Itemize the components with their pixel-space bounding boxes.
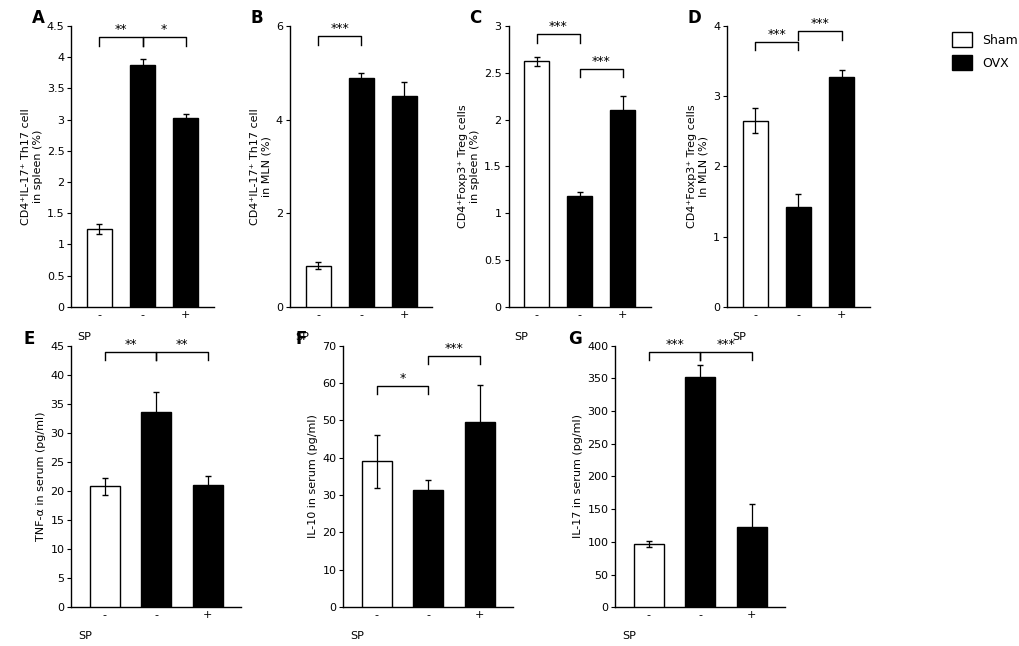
Y-axis label: IL-17 in serum (pg/ml): IL-17 in serum (pg/ml) [573, 415, 583, 538]
Y-axis label: TNF-α in serum (pg/ml): TNF-α in serum (pg/ml) [36, 412, 46, 541]
Text: C: C [468, 9, 480, 27]
Bar [785, 207, 810, 307]
Bar [193, 485, 222, 607]
Text: **: ** [124, 338, 137, 351]
Text: SP: SP [77, 332, 91, 342]
Bar [685, 377, 714, 607]
Text: SP: SP [78, 630, 92, 641]
Text: ***: *** [716, 338, 735, 351]
Text: **: ** [175, 338, 189, 351]
Text: **: ** [115, 23, 127, 36]
Bar [737, 526, 766, 607]
Bar [362, 461, 391, 607]
Bar [828, 77, 853, 307]
Text: G: G [568, 330, 581, 348]
Bar [142, 412, 171, 607]
Bar [634, 544, 663, 607]
Text: B: B [250, 9, 263, 27]
Text: SP: SP [514, 332, 528, 342]
Bar [567, 196, 592, 307]
Text: D: D [687, 9, 700, 27]
Bar [742, 121, 767, 307]
Text: ***: *** [330, 22, 348, 35]
Y-axis label: CD4⁺IL-17⁺ Th17 cell
in spleen (%): CD4⁺IL-17⁺ Th17 cell in spleen (%) [21, 108, 43, 225]
Text: SP: SP [732, 332, 746, 342]
Bar [391, 96, 417, 307]
Bar [413, 490, 443, 607]
Bar [306, 266, 330, 307]
Bar [465, 422, 494, 607]
Text: ***: *** [810, 17, 828, 30]
Text: ***: *** [591, 54, 610, 68]
Text: ***: *** [548, 20, 567, 33]
Text: ***: *** [766, 28, 786, 41]
Y-axis label: CD4⁺Foxp3⁺ Treg cells
in spleen (%): CD4⁺Foxp3⁺ Treg cells in spleen (%) [458, 105, 479, 228]
Legend: Sham, OVX: Sham, OVX [951, 32, 1017, 70]
Text: ***: *** [664, 338, 684, 351]
Bar [87, 229, 112, 307]
Text: A: A [32, 9, 45, 27]
Bar [90, 486, 119, 607]
Y-axis label: IL-10 in serum (pg/ml): IL-10 in serum (pg/ml) [308, 415, 318, 538]
Y-axis label: CD4⁺Foxp3⁺ Treg cells
In MLN (%): CD4⁺Foxp3⁺ Treg cells In MLN (%) [687, 105, 708, 228]
Text: ***: *** [444, 342, 463, 355]
Text: F: F [296, 330, 307, 348]
Text: SP: SP [622, 630, 636, 641]
Text: *: * [161, 23, 167, 36]
Y-axis label: CD4⁺IL-17⁺ Th17 cell
in MLN (%): CD4⁺IL-17⁺ Th17 cell in MLN (%) [250, 108, 271, 225]
Bar [524, 61, 548, 307]
Text: E: E [23, 330, 35, 348]
Text: SP: SP [350, 630, 364, 641]
Text: *: * [399, 372, 406, 385]
Bar [173, 118, 198, 307]
Text: SP: SP [296, 332, 309, 342]
Bar [348, 78, 373, 307]
Bar [130, 65, 155, 307]
Bar [609, 110, 635, 307]
